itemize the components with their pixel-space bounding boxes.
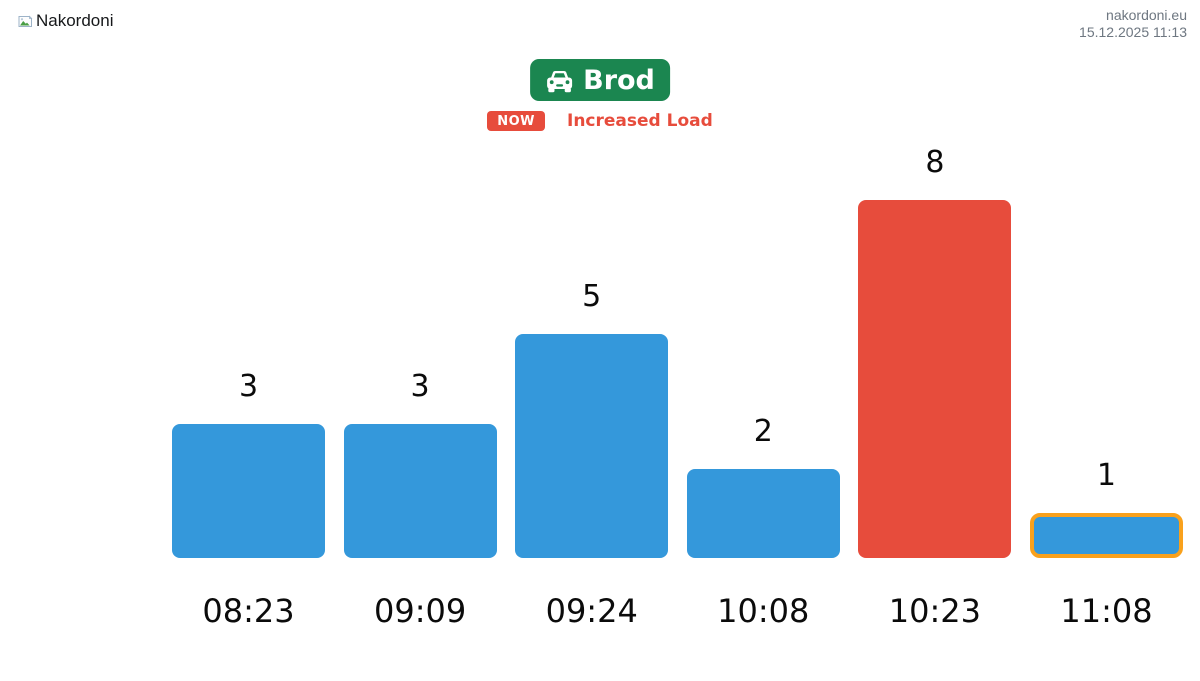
- bar-column: 1 11:08: [1029, 458, 1183, 630]
- bar-column: 8 10:23: [858, 145, 1012, 630]
- bar-value-label: 5: [582, 279, 602, 315]
- car-icon: [545, 68, 574, 93]
- bar[interactable]: [686, 468, 840, 558]
- bar[interactable]: [858, 200, 1012, 558]
- bar-value-label: 3: [238, 368, 259, 404]
- bar-chart: 3 08:23 3 09:09 5 09:24 2 10:08 8 10:23 1 11:08: [172, 148, 1183, 627]
- bar-column: 3 09:09: [343, 368, 497, 630]
- x-axis-label: 09:24: [545, 592, 638, 630]
- x-axis-label: 10:08: [717, 592, 810, 630]
- timestamp: 15.12.2025 11:13: [1079, 24, 1187, 40]
- status-row: NOW Increased Load: [0, 111, 1200, 131]
- bar[interactable]: [172, 423, 325, 558]
- broken-image-icon: [17, 13, 34, 30]
- logo-alt-text: Nakordoni: [36, 11, 114, 30]
- station-button[interactable]: Brod: [530, 59, 670, 101]
- site-domain: nakordoni.eu: [1106, 7, 1187, 23]
- now-badge: NOW: [487, 111, 545, 131]
- x-axis-label: 10:23: [888, 592, 981, 630]
- bar-column: 2 10:08: [686, 413, 840, 630]
- bar[interactable]: [343, 423, 497, 558]
- x-axis-label: 09:09: [373, 592, 467, 630]
- bar-value-label: 1: [1096, 458, 1117, 494]
- bar-column: 5 09:24: [515, 279, 669, 630]
- bar[interactable]: [1029, 513, 1183, 558]
- station-name: Brod: [583, 64, 655, 96]
- x-axis-label: 08:23: [202, 592, 295, 630]
- bar[interactable]: [515, 334, 669, 558]
- bar-value-label: 2: [753, 413, 773, 449]
- x-axis-label: 11:08: [1060, 592, 1153, 630]
- header-meta: nakordoni.eu 15.12.2025 11:13: [1079, 7, 1187, 41]
- status-message: Increased Load: [567, 111, 713, 131]
- bar-value-label: 8: [925, 145, 945, 180]
- bar-value-label: 3: [410, 368, 430, 404]
- logo: Nakordoni: [17, 11, 114, 31]
- bar-column: 3 08:23: [172, 368, 325, 630]
